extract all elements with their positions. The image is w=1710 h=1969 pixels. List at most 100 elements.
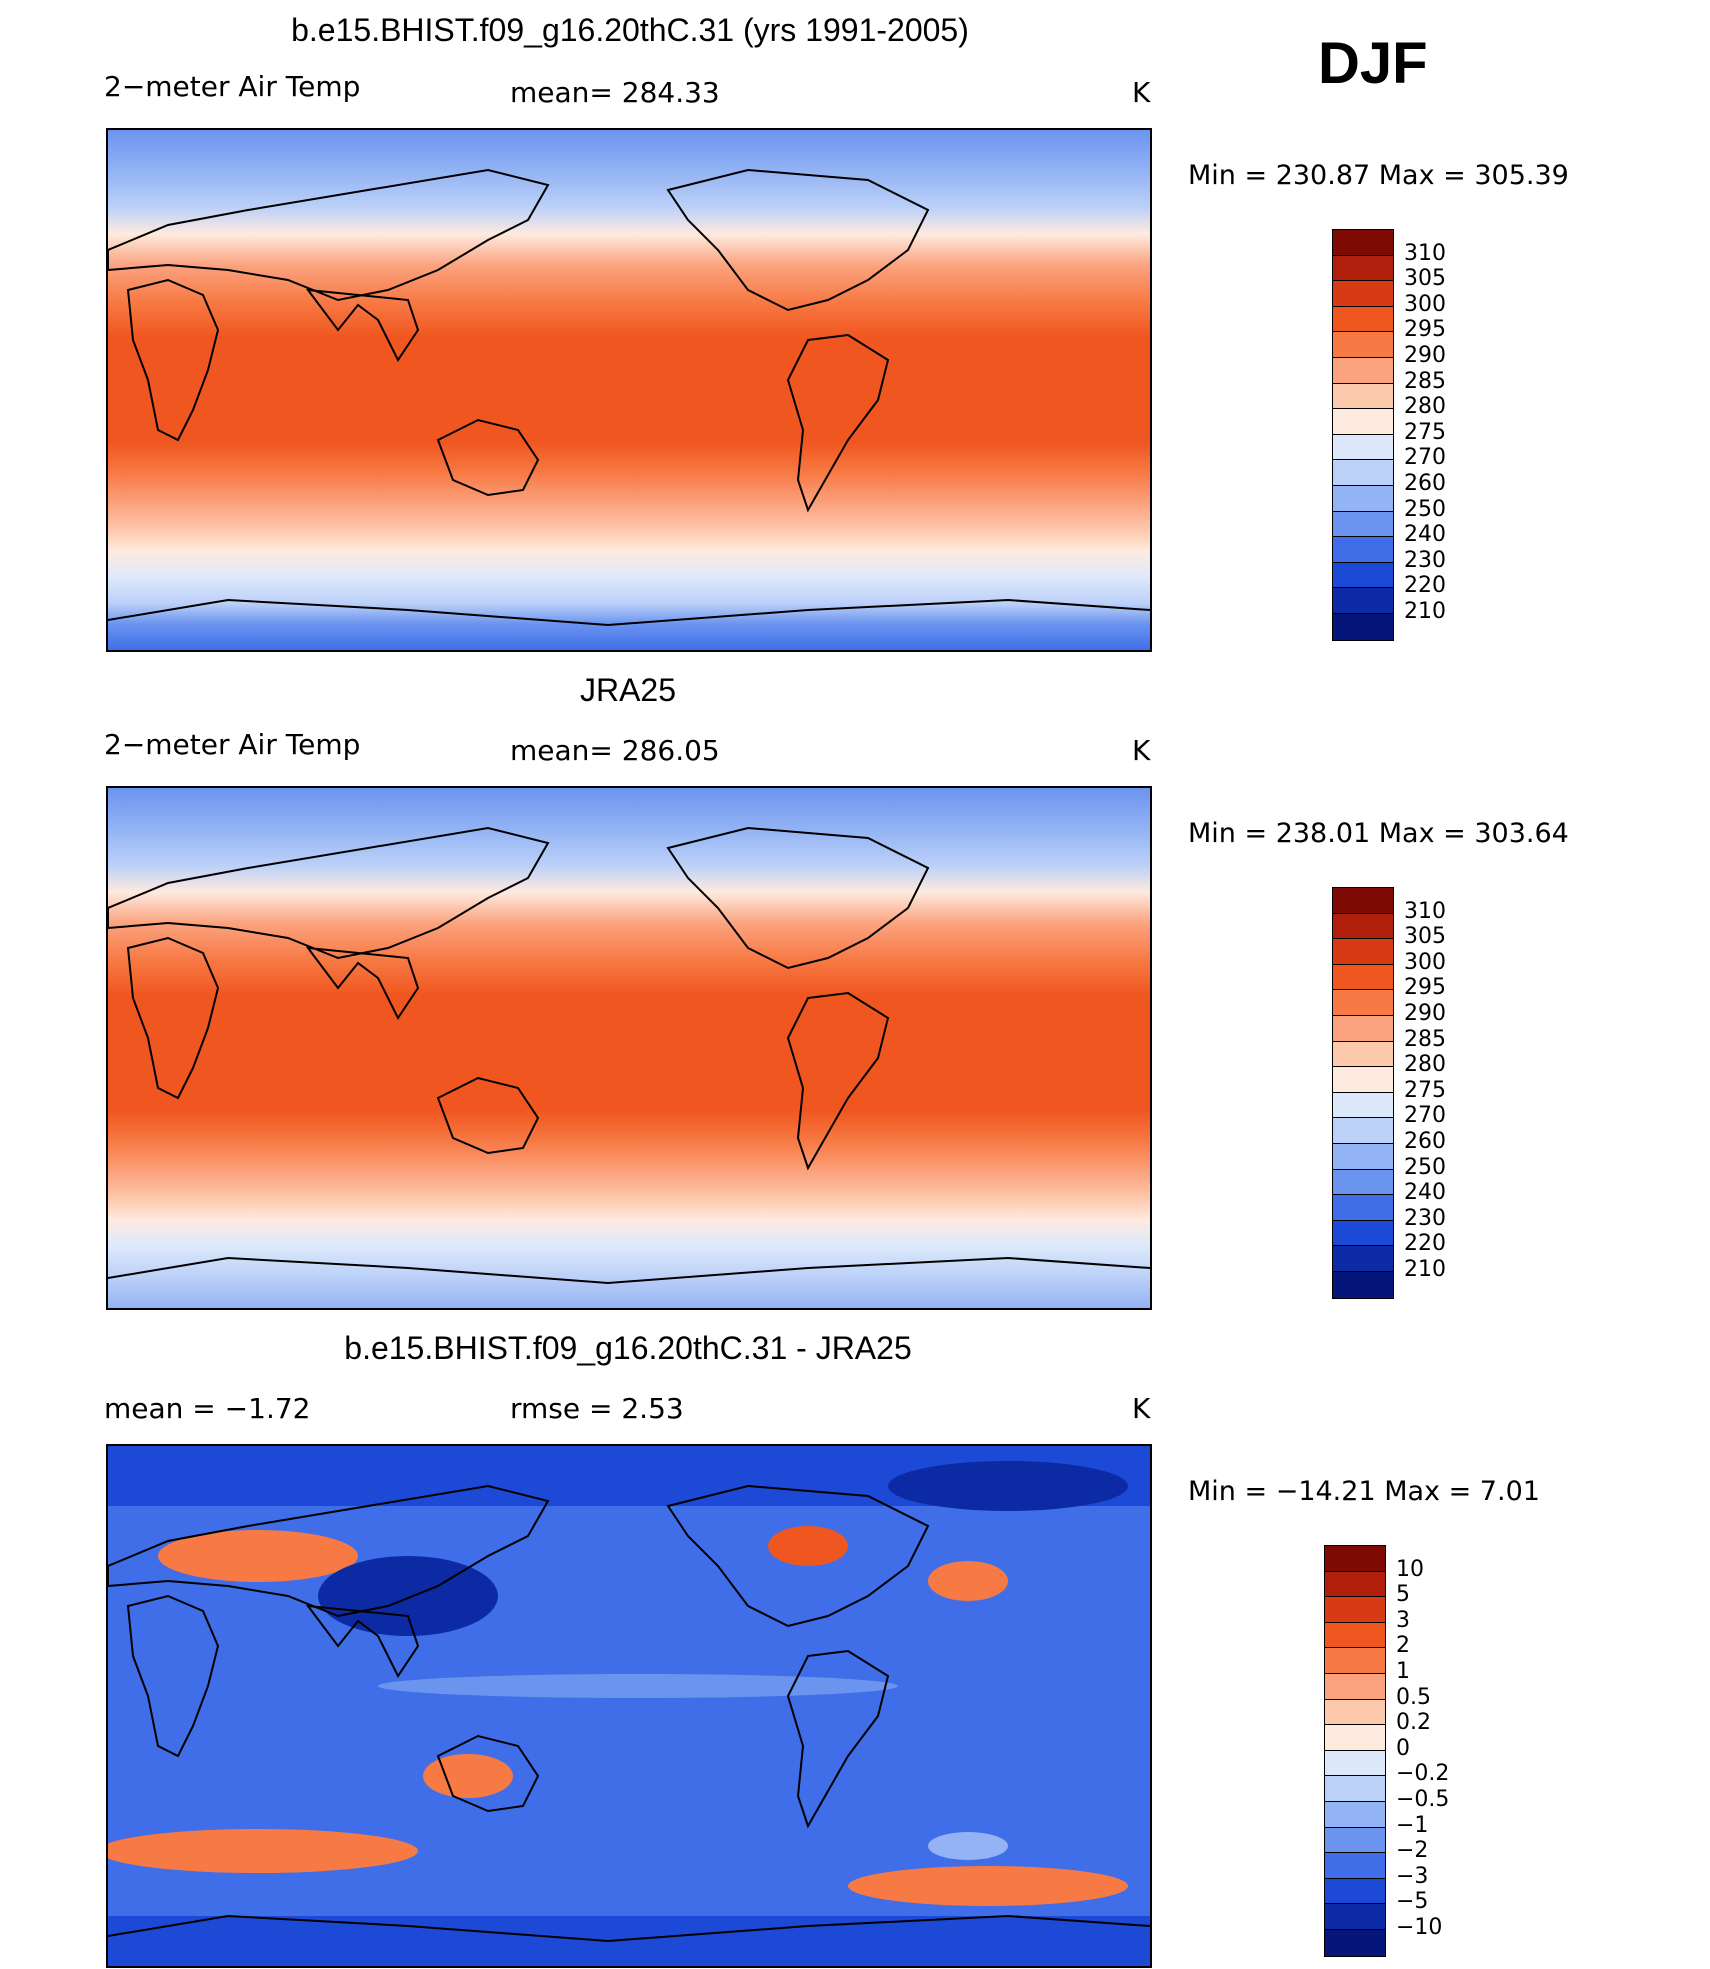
colorbar-tick-label: −0.2 [1396,1761,1450,1787]
mean-label: mean = −1.72 [104,1392,311,1425]
colorbar-swatch [1325,1827,1385,1854]
map-svg [108,788,1150,1308]
colorbar-tick-label: 240 [1404,1180,1446,1206]
colorbar-swatch [1325,1930,1385,1956]
min-max-label: Min = 238.01 Max = 303.64 [1188,818,1569,849]
colorbar-swatch [1325,1648,1385,1674]
map-svg [108,130,1150,650]
colorbar-tick-label: 310 [1404,240,1446,266]
colorbar-tick-label: 290 [1404,1001,1446,1026]
colorbar-swatch [1333,1041,1393,1068]
colorbar-tick-label: 220 [1404,573,1446,599]
colorbar-swatch [1333,230,1393,256]
colorbar-swatch [1325,1571,1385,1598]
colorbar-tick-label: 220 [1404,1231,1446,1257]
colorbar-swatch [1333,1067,1393,1093]
coastline [108,168,550,302]
colorbar-swatch [1333,939,1393,965]
colorbar-swatch [1333,358,1393,384]
coastline [126,278,220,442]
colorbar-tick-label: 300 [1404,291,1446,317]
colorbar-tick-label: −2 [1396,1838,1429,1864]
colorbar-tick-label: 295 [1404,317,1446,343]
colorbar-tick-label: 210 [1404,1257,1446,1282]
colorbar-tick-label: 230 [1404,1205,1446,1231]
coastline [108,598,1150,627]
colorbar-swatch [1325,1750,1385,1777]
units-label: K [1132,76,1151,109]
coastline [786,991,890,1171]
colorbar-tick-label: 280 [1404,1052,1446,1078]
colorbar-tick-label: 0.5 [1396,1684,1431,1710]
mean-label: mean= 284.33 [510,76,720,109]
colorbar-swatch [1333,486,1393,512]
colorbar-swatch [1333,562,1393,589]
colorbar-tick-label: 285 [1404,368,1446,394]
map-model-temperature [106,128,1152,652]
variable-label: 2−meter Air Temp [104,70,361,103]
colorbar-tick-label: 280 [1404,394,1446,420]
coastline [786,333,890,513]
colorbar-tick-label: 230 [1404,547,1446,573]
colorbar-swatch [1333,1246,1393,1272]
panel-title: b.e15.BHIST.f09_g16.20thC.31 (yrs 1991-2… [291,12,969,48]
colorbar-tick-label: 10 [1396,1556,1424,1582]
panel-title: b.e15.BHIST.f09_g16.20thC.31 - JRA25 [344,1330,912,1366]
rmse-label: rmse = 2.53 [510,1392,684,1425]
min-max-label: Min = −14.21 Max = 7.01 [1188,1476,1540,1507]
panel-title: JRA25 [579,672,677,708]
colorbar-swatch [1333,537,1393,563]
colorbar-tick-label: 1 [1396,1659,1410,1684]
mean-label: mean= 286.05 [510,734,720,767]
colorbar-tick-label: 5 [1396,1582,1410,1608]
colorbar-tick-label: 240 [1404,522,1446,548]
colorbar-swatch [1333,434,1393,461]
colorbar-swatch [1333,281,1393,307]
coastline [126,1594,220,1758]
colorbar-swatch [1333,1195,1393,1221]
colorbar-swatch [1333,1092,1393,1119]
coastline [436,1734,540,1813]
colorbar-tick-label: 270 [1404,1103,1446,1129]
season-label: DJF [1318,31,1428,96]
colorbar-swatch [1333,1118,1393,1144]
colorbar-swatch [1333,888,1393,914]
colorbar-box [1324,1545,1386,1957]
colorbar-swatch [1333,383,1393,410]
colorbar-swatch [1333,255,1393,282]
colorbar-tick-label: 285 [1404,1026,1446,1052]
map-svg [108,1446,1150,1966]
colorbar-swatch [1333,990,1393,1016]
coastline [305,1604,420,1678]
coastline [436,418,540,497]
colorbar-swatch [1325,1699,1385,1726]
colorbar-swatch [1325,1674,1385,1700]
colorbar-tick-label: 275 [1404,419,1446,445]
colorbar-tick-label: 305 [1404,266,1446,292]
colorbar-tick-label: 270 [1404,445,1446,471]
coastline [305,946,420,1020]
colorbar-tick-label: 260 [1404,1129,1446,1154]
units-label: K [1132,734,1151,767]
map-reference-temperature [106,786,1152,1310]
colorbar-swatch [1333,306,1393,333]
coastline [108,1256,1150,1285]
colorbar-swatch [1325,1622,1385,1649]
colorbar-swatch [1333,964,1393,991]
colorbar-swatch [1325,1776,1385,1802]
coastline [305,288,420,362]
colorbar-tick-label: −3 [1396,1863,1429,1889]
coastline [666,1484,930,1628]
colorbar-tick-label: 290 [1404,343,1446,368]
colorbar-tick-label: −5 [1396,1889,1429,1915]
units-label: K [1132,1392,1151,1425]
colorbar-swatch [1333,614,1393,640]
variable-label: 2−meter Air Temp [104,728,361,761]
colorbar-tick-label: 0.2 [1396,1710,1431,1736]
colorbar-swatch [1333,1169,1393,1196]
colorbar-tick-label: −10 [1396,1915,1443,1940]
colorbar-tick-label: −0.5 [1396,1787,1450,1812]
colorbar-swatch [1333,1272,1393,1298]
colorbar-tick-label: 275 [1404,1077,1446,1103]
colorbar-swatch [1333,1220,1393,1247]
